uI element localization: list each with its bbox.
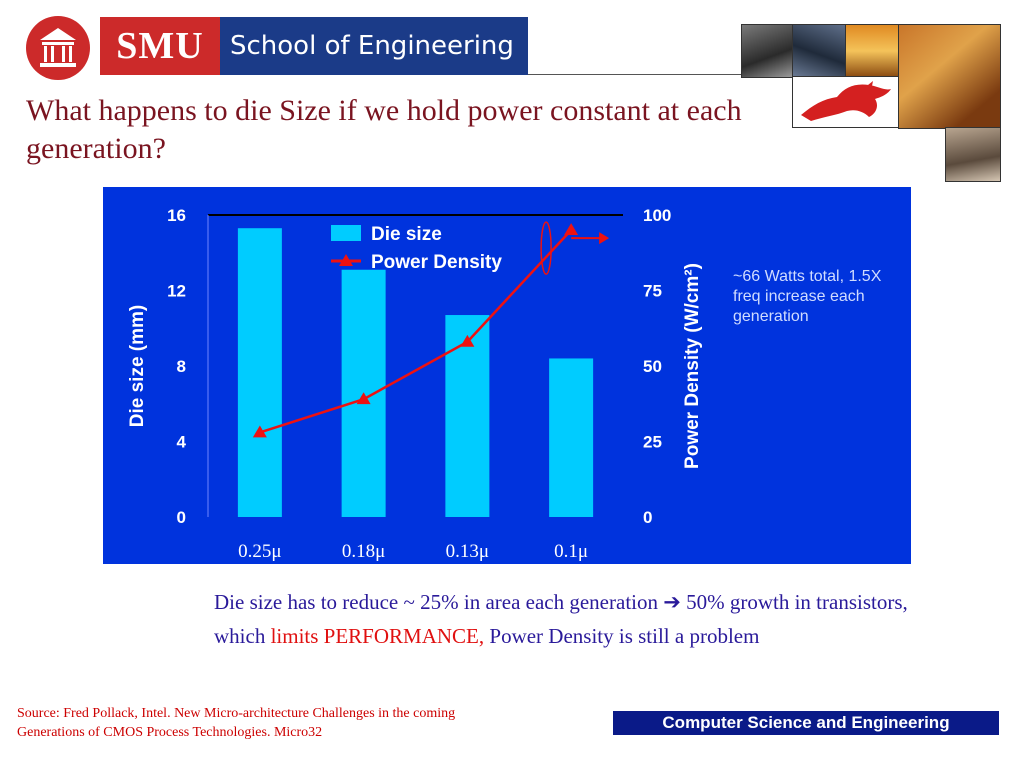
y2-tick-label-4: 100 — [643, 206, 671, 225]
arrow-right-icon: ➔ — [663, 590, 681, 614]
power-density-point-3 — [564, 223, 579, 235]
caption-part1: Die size has to reduce ~ 25% in area eac… — [214, 590, 664, 614]
header-photo-students — [945, 127, 1001, 182]
bar-3 — [549, 358, 594, 517]
power-density-point-1 — [356, 392, 371, 405]
header-photo-campus-tree — [845, 24, 899, 78]
y-tick-label-0: 0 — [177, 508, 186, 527]
y2-tick-label-2: 50 — [643, 357, 662, 376]
header-photo-portrait — [741, 24, 793, 78]
mustang-icon — [801, 81, 891, 121]
y2-axis-label: Power Density (W/cm²) — [682, 263, 703, 469]
caption-part3: Power Density is still a problem — [484, 624, 760, 648]
chart-canvas: 0 4 8 12 16 0 25 50 75 100 0.25μ 0.18μ 0.13μ 0.1μ Die … — [127, 206, 703, 562]
legend-label-bar: Die size — [371, 224, 442, 245]
y2-tick-label-0: 0 — [643, 508, 652, 527]
y-axis-label: Die size (mm) — [127, 305, 148, 427]
chart-note: ~66 Watts total, 1.5X freq increase each… — [733, 268, 882, 325]
brand-short: SMU — [100, 17, 220, 75]
caption-part2: 50% growth in transistors, which — [214, 590, 908, 648]
legend-label-line: Power Density — [371, 252, 502, 273]
highlight-ellipse — [540, 221, 552, 275]
caption-highlight: limits PERFORMANCE, — [270, 624, 485, 648]
x-tick-label-0: 0.25μ — [238, 541, 281, 562]
power-density-line — [259, 229, 573, 434]
brand-long: School of Engineering — [220, 17, 528, 75]
legend-swatch-marker — [339, 254, 353, 266]
footer-badge: Computer Science and Engineering — [613, 711, 999, 735]
slide-title: What happens to die Size if we hold powe… — [26, 94, 742, 165]
smu-brand-banner: SMU School of Engineering — [100, 17, 528, 75]
x-tick-label-1: 0.18μ — [342, 541, 385, 562]
y-tick-label-4: 16 — [167, 206, 186, 225]
header-photo-lab — [792, 24, 846, 78]
source-citation: Source: Fred Pollack, Intel. New Micro-a… — [17, 706, 456, 740]
y-tick-label-3: 12 — [167, 282, 186, 301]
mustang-logo — [792, 76, 899, 128]
die-size-chart: 0 4 8 12 16 0 25 50 75 100 0.25μ 0.18μ 0.13μ 0.1μ Die … — [103, 187, 911, 564]
power-density-point-0 — [252, 425, 267, 438]
y-tick-label-1: 4 — [177, 433, 187, 452]
header-photo-autumn — [898, 24, 1001, 129]
bar-0 — [237, 228, 282, 517]
x-tick-label-2: 0.13μ — [446, 541, 489, 562]
slide-caption: Die size has to reduce ~ 25% in area eac… — [214, 585, 914, 653]
legend-swatch-bar — [331, 225, 361, 241]
header-divider — [528, 74, 744, 75]
x-tick-label-3: 0.1μ — [554, 541, 588, 562]
y-tick-label-2: 8 — [177, 357, 186, 376]
y2-tick-label-1: 25 — [643, 433, 662, 452]
highlight-arrow-head — [599, 232, 610, 245]
smu-seal-logo — [26, 16, 90, 80]
y2-tick-label-3: 75 — [643, 282, 662, 301]
building-icon — [40, 28, 76, 67]
power-density-point-2 — [460, 334, 475, 347]
